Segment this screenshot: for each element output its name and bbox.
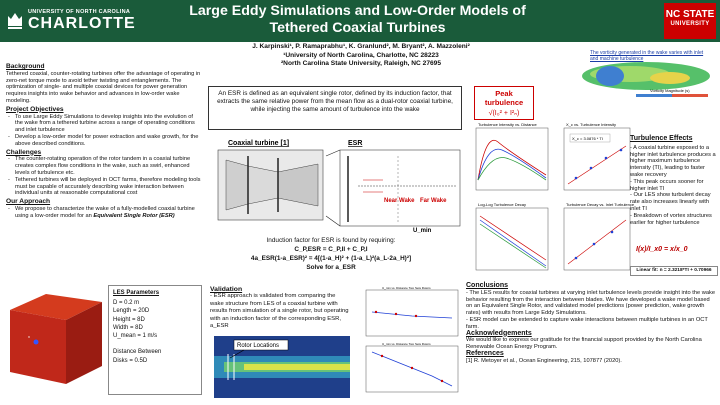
effect-item: - Breakdown of vortex structures earlier… — [630, 212, 712, 226]
les-parameters-box: LES Parameters D = 0.2 m Length = 20D He… — [108, 285, 202, 395]
background-text: Tethered coaxial, counter-rotating turbi… — [6, 70, 201, 104]
conclusions-heading: Conclusions — [466, 282, 509, 289]
objective-item: Develop a low-order model for power extr… — [6, 134, 202, 148]
ncstate-logo-line2: UNIVERSITY — [670, 21, 710, 27]
author-block: J. Karpinski¹, P. Ramaprabhu¹, K. Granlu… — [196, 43, 526, 69]
approach-text-emphasis: Equivalent Single Rotor (ESR) — [93, 212, 175, 219]
esr-label: ESR — [348, 140, 362, 147]
esr-definition-box: An ESR is defined as an equivalent singl… — [208, 86, 462, 130]
challenge-item: Tethered turbines will be deployed in OC… — [6, 177, 202, 197]
turbulence-effects: Turbulence Effects - A coaxial turbine e… — [630, 135, 716, 226]
turbine-marker-icon — [33, 339, 39, 345]
linear-fit-box: Linear fit: n = 2.3218*TI + 0.70966 — [630, 266, 718, 276]
vorticity-figure: Vorticity Magnitude (s) — [582, 62, 710, 97]
header-band: UNIVERSITY OF NORTH CAROLINA CHARLOTTE L… — [0, 0, 720, 42]
rotor-locations-label: Rotor Locations — [237, 343, 279, 349]
les-parameters-heading: LES Parameters — [113, 290, 160, 296]
peak-title-line2: turbulence — [484, 98, 524, 107]
peak-turbulence-box: Peak turbulence √(I₀² + I²ₙ) — [474, 86, 534, 120]
uncc-logo-campus: CHARLOTTE — [28, 15, 136, 32]
coaxial-esr-diagram: Coaxial turbine [1] ESR Near Wake Far Wa… — [217, 140, 461, 234]
near-wake-label: Near Wake — [384, 198, 415, 204]
validation-block: Validation - ESR approach is validated f… — [210, 286, 350, 330]
far-wake-label: Far Wake — [420, 198, 447, 204]
les-param: Width = 8D — [113, 324, 143, 331]
les-param: D = 0.2 m — [113, 300, 140, 307]
validation-text: - ESR approach is validated from compari… — [210, 293, 349, 330]
plot-title-4: Turbulence Decay vs. Inlet Turbulence — [566, 202, 635, 207]
decay-formula: I(x)/I_x0 = x/x_0 — [636, 246, 688, 253]
objective-item: To use Large Eddy Simulations to develop… — [6, 114, 202, 134]
acknowledgements-heading: Acknowledgements — [466, 329, 532, 337]
les-param: U_mean = 1 m/s — [113, 333, 158, 340]
les-param: Distance Between — [113, 349, 162, 356]
equation-cp: C_P,ESR = C_P,II + C_P,I — [294, 246, 368, 253]
affiliation-1: ¹University of North Carolina, Charlotte… — [283, 51, 439, 59]
objectives-heading: Project Objectives — [6, 105, 64, 113]
solve-text: Solve for a_ESR — [306, 264, 356, 271]
turbulence-plots: Turbulence Intensity vs. Distance X_c vs… — [475, 122, 635, 271]
approach-heading: Our Approach — [6, 198, 51, 206]
validation-heading: Validation — [210, 286, 243, 293]
approach-text: We propose to characterize the wake of a… — [6, 206, 202, 220]
challenges-heading: Challenges — [6, 148, 42, 156]
conclusion-item: - The LES results for coaxial turbines a… — [466, 289, 716, 317]
ncstate-logo: NC STATE UNIVERSITY — [664, 3, 716, 39]
velocity-contour-figure: Rotor Locations — [214, 336, 350, 398]
poster-title: Large Eddy Simulations and Low-Order Mod… — [189, 3, 526, 36]
validation-plots: U_min vs. Distance Two Sets Rotors U_min… — [365, 286, 459, 393]
challenge-item: The counter-rotating operation of the ro… — [6, 156, 202, 176]
uncc-logo-university: UNIVERSITY OF NORTH CAROLINA — [28, 9, 131, 15]
conclusions-block: Conclusions - The LES results for coaxia… — [466, 282, 716, 365]
valplot-title-2: U_min vs. Distance Two Sets Rotors — [382, 342, 431, 346]
les-param: Disks = 0.5D — [113, 357, 148, 364]
induction-text: Induction factor for ESR is found by req… — [266, 237, 396, 244]
svg-text:x: x — [28, 334, 30, 339]
approach-text-main: We propose to characterize the wake of a… — [15, 205, 195, 219]
fit-label: X_c = 3.0876 * TI — [572, 136, 603, 141]
plot-title-3: Log-Log Turbulence Decay — [478, 202, 526, 207]
les-param — [113, 340, 197, 348]
reference-item: [1] R. Metoyer et al., Ocean Engineering… — [466, 357, 622, 364]
effects-heading: Turbulence Effects — [630, 135, 693, 142]
references-heading: References — [466, 349, 504, 357]
effect-item: - Our LES show turbulent decay rate also… — [630, 192, 711, 212]
peak-formula: √(I₀² + I²ₙ) — [488, 110, 520, 117]
conclusion-item: - ESR model can be extended to capture w… — [466, 316, 708, 330]
les-param: Length = 20D — [113, 308, 150, 315]
affiliation-2: ²North Carolina State University, Raleig… — [280, 60, 441, 67]
plot-title-1: Turbulence Intensity vs. Distance — [478, 122, 538, 127]
background-heading: Background — [6, 63, 45, 70]
induction-block: Induction factor for ESR is found by req… — [236, 236, 426, 272]
colorbar-label: Vorticity Magnitude (s) — [650, 88, 690, 93]
effect-item: - This peak occurs sooner for higher inl… — [630, 178, 704, 192]
coaxial-label: Coaxial turbine [1] — [228, 140, 289, 147]
peak-title-line1: Peak — [495, 89, 513, 98]
effect-item: - A coaxial turbine exposed to a higher … — [630, 144, 716, 178]
equation-induction: 4a_ESR(1-a_ESR)² = 4[(1-a_H)² + (1-a_L)²… — [250, 255, 412, 262]
left-column: Background Tethered coaxial, counter-rot… — [6, 62, 202, 220]
ncstate-logo-line1: NC STATE — [665, 9, 715, 20]
uncc-logo: UNIVERSITY OF NORTH CAROLINA CHARLOTTE — [6, 6, 154, 36]
author-names: J. Karpinski¹, P. Ramaprabhu¹, K. Granlu… — [252, 43, 470, 50]
vorticity-caption: The vorticity generated in the wake vari… — [590, 50, 704, 62]
crown-icon — [8, 13, 22, 29]
simulation-domain-figure: x — [10, 294, 102, 384]
acknowledgements-text: We would like to express our gratitude f… — [466, 337, 702, 351]
umin-label: U_min — [413, 228, 432, 234]
les-param: Height = 8D — [113, 316, 145, 323]
valplot-title-1: U_min vs. Distance Two Sets Rotors — [382, 286, 431, 290]
plot-title-2: X_c vs. Turbulence Intensity — [566, 122, 616, 127]
